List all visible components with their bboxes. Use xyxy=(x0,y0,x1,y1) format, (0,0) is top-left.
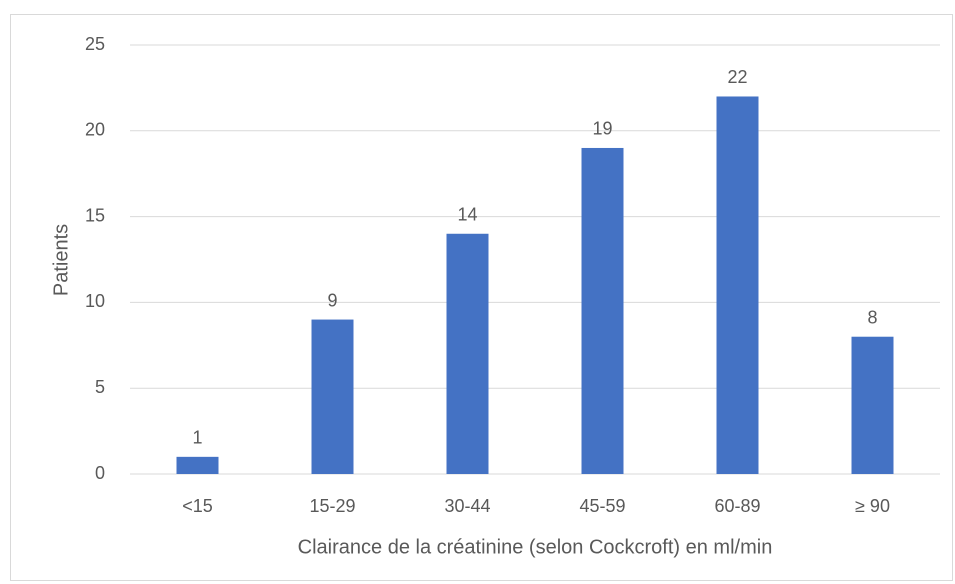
y-tick-label: 15 xyxy=(85,205,105,225)
y-tick-label: 5 xyxy=(95,377,105,397)
y-tick-label: 0 xyxy=(95,463,105,483)
data-label: 22 xyxy=(727,67,747,87)
bar xyxy=(851,336,894,474)
bar xyxy=(446,233,489,474)
data-label: 19 xyxy=(592,119,612,139)
data-label: 14 xyxy=(457,205,477,225)
data-label: 8 xyxy=(867,307,877,327)
x-tick-label: 60-89 xyxy=(714,496,760,516)
y-tick-label: 10 xyxy=(85,291,105,311)
x-tick-label: 30-44 xyxy=(444,496,490,516)
bar xyxy=(581,147,624,474)
data-label: 9 xyxy=(327,290,337,310)
x-axis-title: Clairance de la créatinine (selon Cockcr… xyxy=(298,536,773,558)
x-tick-label: 45-59 xyxy=(579,496,625,516)
x-tick-label: ≥ 90 xyxy=(855,496,890,516)
bar xyxy=(716,96,759,474)
y-tick-label: 25 xyxy=(85,34,105,54)
y-tick-label: 20 xyxy=(85,120,105,140)
x-tick-label: <15 xyxy=(182,496,213,516)
data-label: 1 xyxy=(192,428,202,448)
x-tick-label: 15-29 xyxy=(309,496,355,516)
bar xyxy=(311,319,354,474)
bar xyxy=(176,456,219,474)
y-axis-title: Patients xyxy=(50,224,72,296)
